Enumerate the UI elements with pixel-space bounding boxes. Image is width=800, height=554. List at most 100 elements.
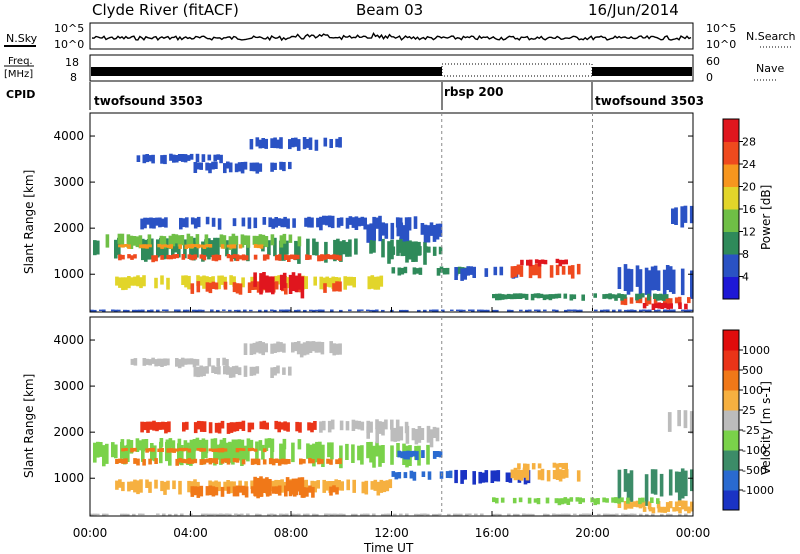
power-cell-10-18	[294, 137, 298, 147]
time-tick-label-0: 00:00	[73, 526, 108, 540]
velocity-cell-5-7	[211, 486, 216, 497]
power-cell-22-22	[557, 293, 562, 299]
velocity-cell-11-22	[381, 421, 385, 436]
power-cell-4-35	[220, 275, 224, 285]
velocity-cell-4-2	[121, 481, 125, 492]
velocity-cell-0-63	[279, 443, 283, 460]
power-cell-22-17	[542, 294, 547, 301]
velocity-cell-8-28	[273, 367, 277, 376]
power-cell-22-38	[605, 293, 609, 299]
power-cell-16-17	[555, 264, 560, 276]
power-cell-3-25	[190, 243, 195, 249]
velocity-cell-18-9	[644, 474, 649, 506]
velocity-cell-0-92	[366, 442, 370, 459]
velocity-cell-10-27	[320, 342, 325, 355]
velocity-cell-13-10	[421, 450, 425, 458]
power-cell-14-9	[418, 267, 423, 275]
power-cell-8-28	[273, 162, 277, 170]
velocity-cell-23-45	[225, 513, 229, 516]
velocity-cell-23-74	[312, 513, 316, 516]
power-cell-2-12	[151, 255, 155, 263]
power-cell-23-1	[93, 309, 97, 312]
velocity-cell-16-7	[525, 469, 530, 481]
velocity-cell-19-17	[668, 501, 673, 509]
velocity-cell-23-41	[213, 513, 217, 516]
velocity-cell-20-2	[648, 507, 653, 512]
power-cell-1-24	[174, 234, 179, 244]
velocity-cell-4-4	[127, 481, 131, 492]
power-colorbar-label: Power [dB]	[759, 185, 773, 250]
velocity-cell-21-7	[689, 411, 694, 434]
velocity-colorbar: 1000 500 100 25 -25 -100 -500 -1000	[722, 329, 774, 511]
power-cell-19-9	[644, 297, 649, 306]
power-cell-4-76	[343, 276, 347, 290]
power-cell-0-2	[96, 240, 100, 255]
velocity-cell-22-25	[566, 498, 571, 505]
velocity-cell-5-20	[250, 486, 255, 494]
power-cell-2-63	[305, 254, 309, 260]
cpid-segment-1: twofsound 3503	[94, 94, 203, 108]
velocity-cell-0-93	[369, 441, 373, 463]
power-cell-4-0	[115, 276, 119, 286]
power-cell-23-130	[480, 309, 484, 312]
velocity-cell-17-12	[552, 462, 557, 468]
velocity-cell-4-34	[217, 481, 221, 492]
velocity-cell-3-3	[124, 448, 128, 451]
velocity-cell-4-15	[160, 480, 164, 492]
power-cell-4-63	[304, 276, 308, 289]
power-cell-23-97	[381, 309, 385, 312]
power-cell-2-71	[329, 254, 333, 260]
power-colorbar-tick-label-6: 4	[742, 271, 749, 284]
velocity-cell-23-44	[222, 513, 226, 516]
power-cell-3-8	[139, 244, 143, 248]
power-cell-2-56	[284, 254, 288, 260]
power-cell-10-17	[291, 137, 295, 148]
velocity-cell-4-36	[223, 481, 227, 491]
velocity-cell-10-26	[317, 341, 322, 353]
velocity-cell-23-122	[456, 513, 460, 516]
power-cell-22-14	[533, 293, 538, 298]
power-cell-12-5	[381, 222, 385, 236]
velocity-cell-3-41	[238, 448, 243, 451]
velocity-cell-0-47	[231, 443, 235, 465]
power-cell-23-180	[630, 309, 634, 312]
power-cell-7-55	[304, 217, 308, 227]
velocity-cell-4-69	[322, 479, 326, 493]
velocity-cell-22-50	[641, 497, 645, 503]
power-cell-2-67	[317, 255, 321, 262]
power-cell-10-28	[323, 137, 328, 147]
velocity-cell-12-22	[432, 426, 437, 438]
velocity-cell-2-68	[320, 459, 324, 464]
velocity-cell-10-23	[308, 341, 313, 353]
velocity-cell-22-1	[495, 497, 499, 504]
power-cell-8-18	[243, 161, 248, 170]
power-cell-2-6	[133, 254, 137, 259]
power-cell-2-19	[172, 254, 176, 259]
velocity-cell-0-12	[126, 444, 130, 462]
velocity-cell-18-14	[659, 473, 664, 497]
power-cell-5-19	[247, 282, 252, 293]
power-cell-23-11	[123, 309, 127, 312]
velocity-cell-23-196	[678, 513, 682, 516]
velocity-cell-23-110	[420, 513, 424, 516]
power-y-tick-label-1: 2000	[53, 221, 84, 235]
power-cell-22-27	[572, 294, 577, 300]
power-cell-10-22	[305, 139, 310, 148]
power-cell-4-53	[274, 275, 278, 286]
velocity-cell-17-3	[526, 463, 530, 471]
power-cell-10-23	[308, 137, 313, 150]
velocity-cell-23-121	[453, 513, 457, 516]
power-cell-23-12	[126, 309, 130, 312]
velocity-cell-4-13	[154, 479, 158, 489]
velocity-cell-23-71	[303, 513, 307, 516]
power-cell-23-32	[186, 309, 190, 312]
power-cell-5-48	[335, 281, 339, 292]
velocity-cell-4-0	[115, 480, 119, 490]
velocity-cell-18-24	[690, 469, 694, 492]
velocity-cell-23-198	[684, 513, 688, 516]
velocity-cell-8-15	[234, 365, 239, 374]
velocity-cell-20-6	[660, 506, 665, 513]
velocity-cell-6-2	[259, 476, 263, 497]
power-cell-23-68	[294, 309, 298, 312]
velocity-cell-23-164	[582, 513, 586, 516]
